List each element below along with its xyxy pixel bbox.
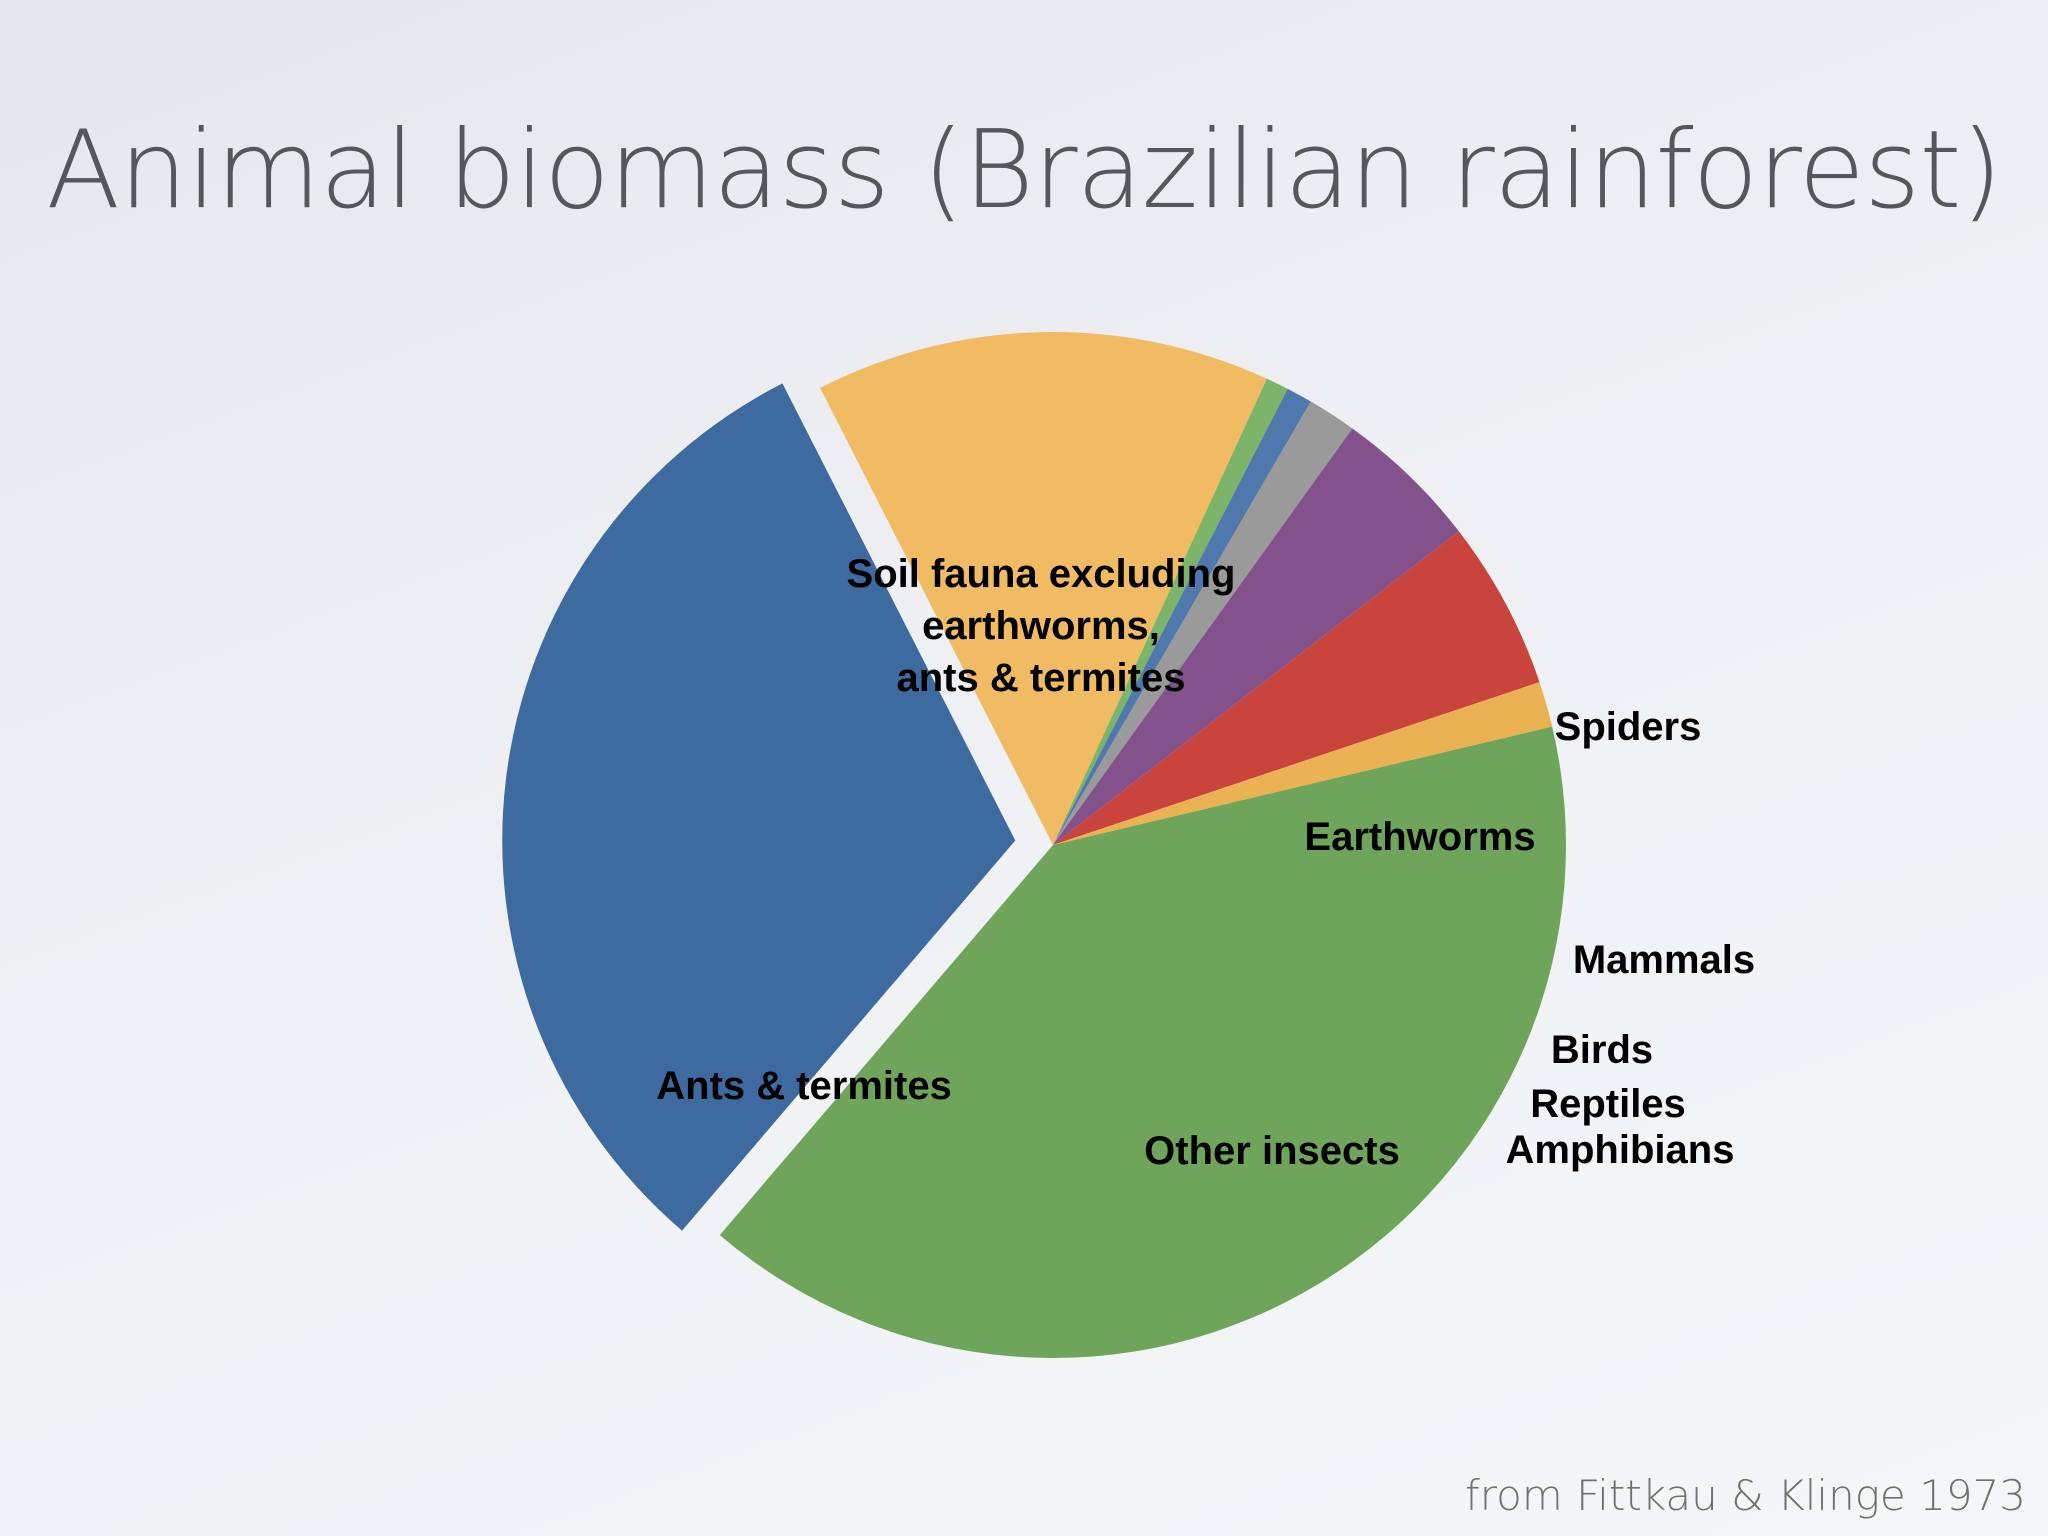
pie-slice-spiders — [1053, 682, 1553, 845]
source-citation: from Fittkau & Klinge 1973 — [1465, 1471, 2026, 1520]
pie-slice-earthworms — [1053, 531, 1540, 845]
slice-label-ants-and-termites: Ants & termites — [656, 1064, 952, 1108]
pie-slice-ants-and-termites — [502, 383, 1016, 1231]
slice-label-other-insects: Other insects — [1144, 1129, 1400, 1173]
slice-label-spiders: Spiders — [1555, 705, 1702, 749]
slice-label-reptiles: Reptiles — [1530, 1082, 1686, 1126]
slice-label-soil-fauna-excluding-earthworms-ants-and-termites: Soil fauna excluding earthworms, ants & te… — [847, 552, 1236, 700]
pie-slice-mammals — [1053, 428, 1459, 845]
pie-slice-other-insects — [820, 332, 1267, 845]
pie-slice-reptiles — [1053, 388, 1311, 845]
slice-label-earthworms: Earthworms — [1304, 815, 1535, 859]
pie-slice-amphibians — [1053, 378, 1288, 845]
slice-label-birds: Birds — [1551, 1028, 1653, 1072]
slide-title: Animal biomass (Brazilian rainforest) — [46, 108, 2002, 233]
slice-label-mammals: Mammals — [1573, 938, 1755, 982]
pie-slice-birds — [1053, 401, 1353, 845]
pie-slices — [502, 332, 1566, 1358]
pie-labels: Soil fauna excluding earthworms, ants & te… — [656, 552, 1755, 1173]
pie-slice-soil-fauna-excluding-earthworms-ants-and-termites — [719, 726, 1566, 1358]
slice-label-amphibians: Amphibians — [1506, 1128, 1735, 1172]
